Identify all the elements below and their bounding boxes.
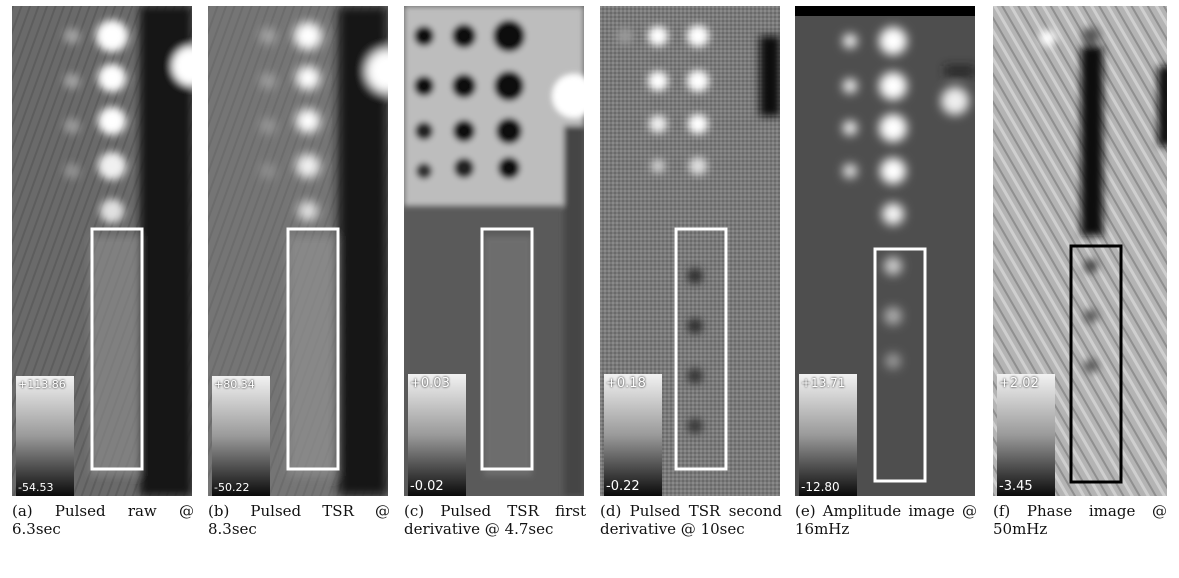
scale-max-label: +13.71 xyxy=(801,376,846,390)
thermal-image-c: +0.03 -0.02 xyxy=(404,6,584,496)
color-scale-a: +113.86 -54.53 xyxy=(16,376,74,496)
caption-a: (a) Pulsed raw @ 6.3sec xyxy=(12,502,194,538)
thermal-image-b: +80.34 -50.22 xyxy=(208,6,388,496)
thermal-image-d: +0.18 -0.22 xyxy=(600,6,780,496)
thermal-image-a: +113.86 -54.53 xyxy=(12,6,192,496)
caption-e: (e) Amplitude image @ 16mHz xyxy=(795,502,977,538)
scale-max-label: +0.03 xyxy=(410,376,450,391)
scale-min-label: -0.02 xyxy=(410,479,444,494)
scale-min-label: -50.22 xyxy=(214,481,250,494)
panel-b: +80.34 -50.22 (b) Pulsed TSR @ 8.3sec xyxy=(208,6,390,538)
scale-min-label: -12.80 xyxy=(801,480,840,494)
thermal-image-b-graphic xyxy=(208,6,388,496)
color-scale-bar xyxy=(16,376,74,496)
thermal-image-c-graphic xyxy=(404,6,584,496)
caption-f: (f) Phase image @ 50mHz xyxy=(993,502,1167,538)
scale-max-label: +113.86 xyxy=(18,378,66,391)
scale-min-label: -3.45 xyxy=(999,479,1033,494)
color-scale-e: +13.71 -12.80 xyxy=(799,374,857,496)
panel-c: +0.03 -0.02 (c) Pulsed TSR first derivat… xyxy=(404,6,586,538)
thermal-image-e: +13.71 -12.80 xyxy=(795,6,975,496)
color-scale-f: +2.02 -3.45 xyxy=(997,374,1055,496)
color-scale-bar xyxy=(997,374,1055,496)
scale-max-label: +80.34 xyxy=(214,378,255,391)
scale-max-label: +0.18 xyxy=(606,376,646,391)
panel-f: +2.02 -3.45 (f) Phase image @ 50mHz xyxy=(993,6,1173,538)
thermal-image-e-graphic xyxy=(795,6,975,496)
color-scale-bar xyxy=(799,374,857,496)
color-scale-bar xyxy=(212,376,270,496)
color-scale-bar xyxy=(604,374,662,496)
caption-c: (c) Pulsed TSR first derivative @ 4.7sec xyxy=(404,502,586,538)
thermal-image-a-graphic xyxy=(12,6,192,496)
color-scale-d: +0.18 -0.22 xyxy=(604,374,662,496)
panel-e: +13.71 -12.80 (e) Amplitude image @ 16mH… xyxy=(795,6,977,538)
scale-min-label: -54.53 xyxy=(18,481,54,494)
caption-d: (d) Pulsed TSR second derivative @ 10sec xyxy=(600,502,782,538)
panel-a: +113.86 -54.53 (a) Pulsed raw @ 6.3sec xyxy=(12,6,194,538)
color-scale-c: +0.03 -0.02 xyxy=(408,374,466,496)
scale-max-label: +2.02 xyxy=(999,376,1039,391)
panel-d: +0.18 -0.22 (d) Pulsed TSR second deriva… xyxy=(600,6,782,538)
thermal-image-f: +2.02 -3.45 xyxy=(993,6,1167,496)
scale-min-label: -0.22 xyxy=(606,479,640,494)
color-scale-bar xyxy=(408,374,466,496)
color-scale-b: +80.34 -50.22 xyxy=(212,376,270,496)
caption-b: (b) Pulsed TSR @ 8.3sec xyxy=(208,502,390,538)
